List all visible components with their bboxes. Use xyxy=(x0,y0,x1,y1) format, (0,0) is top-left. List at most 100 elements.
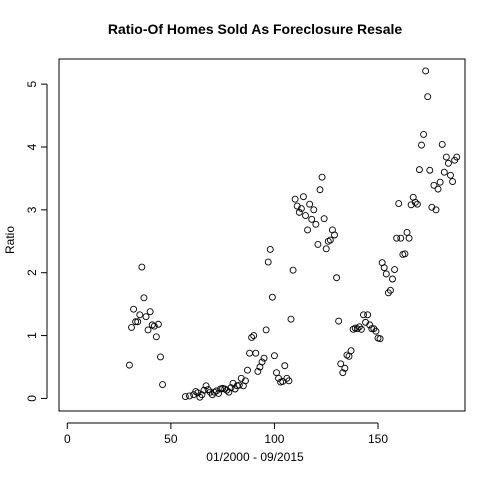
data-point xyxy=(395,200,403,208)
data-point xyxy=(420,130,428,138)
data-point xyxy=(299,193,307,201)
data-point xyxy=(252,349,260,357)
data-point xyxy=(306,200,314,208)
data-point xyxy=(436,178,444,186)
data-point xyxy=(281,362,289,370)
y-axis: 0 1 2 3 4 5 xyxy=(25,80,48,402)
data-point xyxy=(241,377,249,385)
data-point xyxy=(268,293,276,301)
data-point xyxy=(424,93,432,101)
data-point xyxy=(150,322,158,330)
y-tick-label: 1 xyxy=(25,332,39,339)
data-point xyxy=(393,234,401,242)
data-point xyxy=(132,318,140,326)
data-point xyxy=(418,141,425,149)
data-point xyxy=(432,206,440,214)
data-point xyxy=(430,181,438,189)
x-tick-label: 0 xyxy=(64,432,71,446)
data-point xyxy=(308,215,316,223)
data-point xyxy=(318,173,326,181)
data-point xyxy=(154,320,162,328)
data-point xyxy=(415,166,423,174)
x-tick-label: 150 xyxy=(368,432,388,446)
data-point xyxy=(360,311,367,319)
data-point xyxy=(258,358,266,366)
data-point xyxy=(289,266,297,274)
data-point xyxy=(291,195,299,203)
data-point xyxy=(146,308,154,316)
data-point xyxy=(366,321,374,329)
x-axis: 0 50 100 150 xyxy=(64,422,388,446)
y-tick-label: 5 xyxy=(25,80,39,87)
data-point xyxy=(200,386,208,394)
data-point xyxy=(331,231,338,239)
data-point xyxy=(316,186,324,194)
data-point xyxy=(202,382,210,390)
data-point xyxy=(405,234,413,242)
data-point xyxy=(422,67,430,75)
data-point xyxy=(376,335,384,343)
x-axis-label: 01/2000 - 09/2015 xyxy=(206,450,304,464)
data-point xyxy=(134,318,142,326)
data-point xyxy=(447,171,454,179)
data-point xyxy=(326,236,334,244)
data-point xyxy=(304,226,312,234)
data-point xyxy=(389,275,396,283)
data-point xyxy=(403,229,411,236)
data-point xyxy=(128,323,135,331)
data-point xyxy=(285,377,293,385)
data-point xyxy=(287,315,295,323)
data-point xyxy=(235,381,243,389)
data-point xyxy=(250,332,258,340)
data-point xyxy=(260,354,268,362)
data-point xyxy=(453,153,461,161)
data-point xyxy=(254,367,262,375)
data-point xyxy=(138,263,146,271)
data-point xyxy=(227,384,235,392)
data-point xyxy=(411,198,419,206)
data-point xyxy=(442,153,450,161)
y-axis-label: Ratio xyxy=(3,226,17,254)
data-point xyxy=(440,168,448,176)
data-point xyxy=(297,205,305,213)
data-point xyxy=(345,352,353,360)
data-point xyxy=(144,326,152,334)
data-point xyxy=(372,327,380,335)
data-point xyxy=(426,166,434,174)
data-point xyxy=(157,353,164,361)
data-point xyxy=(397,234,405,242)
y-tick-label: 3 xyxy=(25,206,39,213)
data-point xyxy=(198,391,206,399)
data-point xyxy=(347,347,355,355)
data-point xyxy=(225,388,233,396)
data-point xyxy=(302,212,309,219)
data-point xyxy=(194,389,202,397)
data-point xyxy=(262,326,270,334)
data-point xyxy=(353,325,361,333)
data-point xyxy=(386,286,394,294)
plot-frame xyxy=(58,58,466,412)
y-tick-label: 0 xyxy=(25,395,39,402)
data-point xyxy=(322,245,330,253)
data-point xyxy=(444,159,452,167)
data-point xyxy=(339,369,347,377)
data-point xyxy=(244,366,251,374)
data-point xyxy=(152,333,160,341)
data-point xyxy=(310,206,318,214)
data-point xyxy=(434,185,442,193)
data-point xyxy=(364,311,372,319)
data-point xyxy=(312,220,320,228)
y-tick-label: 2 xyxy=(25,269,39,276)
data-point xyxy=(401,250,409,258)
data-point xyxy=(357,325,365,333)
data-point xyxy=(215,389,222,397)
data-point xyxy=(130,305,138,313)
data-point xyxy=(140,294,148,302)
y-tick-label: 4 xyxy=(25,143,39,150)
data-point xyxy=(449,178,457,186)
data-point xyxy=(181,393,189,400)
data-point xyxy=(248,334,256,341)
data-point xyxy=(136,311,144,319)
data-point xyxy=(266,246,274,253)
